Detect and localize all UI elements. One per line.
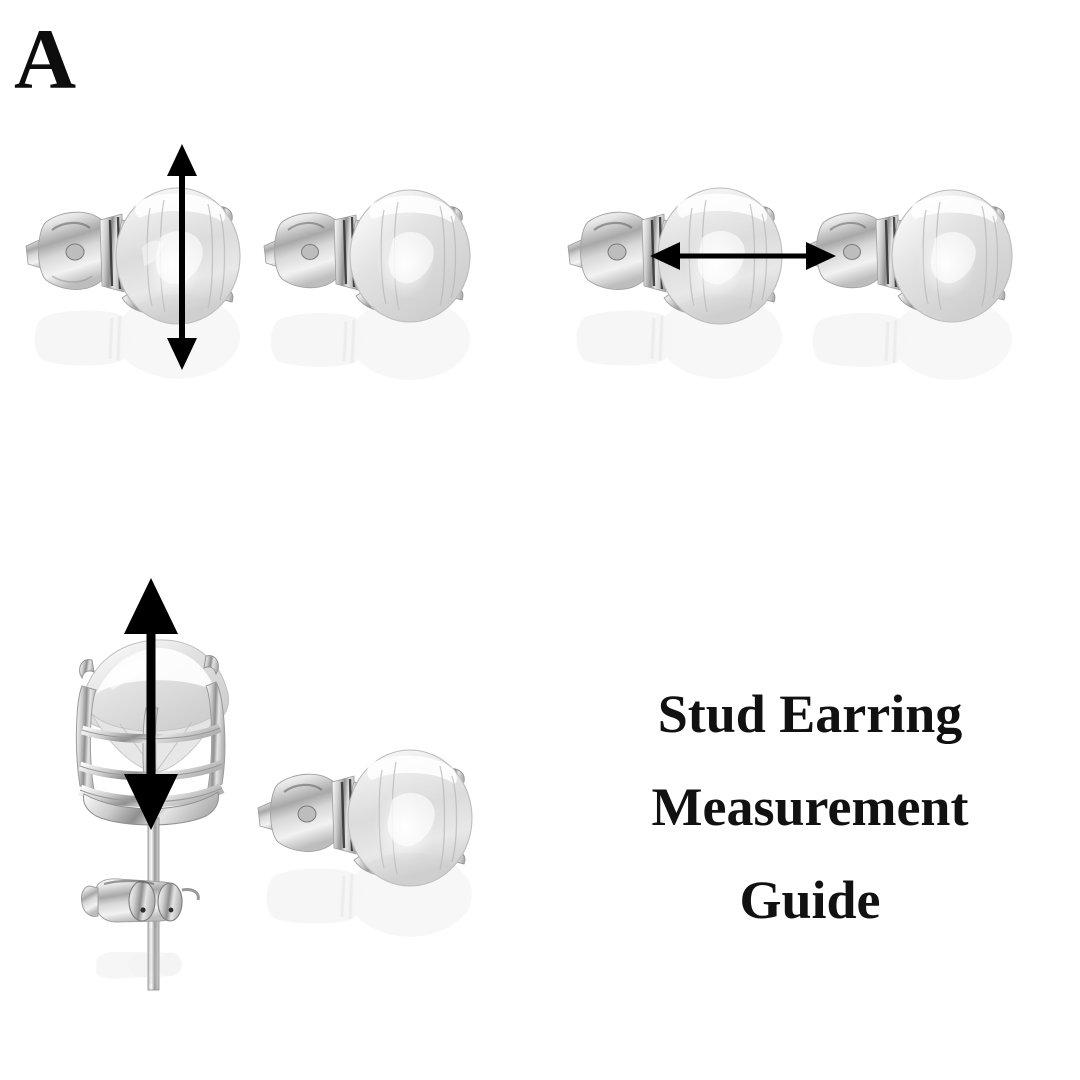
earring-front-right-c <box>257 749 473 887</box>
depth-arrow-c <box>124 578 178 830</box>
earring-front-left-b <box>567 187 783 325</box>
earring-front-left-a <box>25 187 241 325</box>
panel-label-a: A <box>14 11 77 107</box>
guide-title: Stud Earring Measurement Guide <box>560 668 1060 947</box>
earring-side-profile-c <box>75 639 229 991</box>
panel-a-height: A <box>0 0 540 540</box>
panel-b-width: B <box>540 0 1080 540</box>
title-line-3: Guide <box>739 870 881 930</box>
title-line-1: Stud Earring <box>657 684 963 744</box>
height-arrow-a <box>167 144 197 370</box>
earring-front-right-b <box>805 189 1013 323</box>
title-line-2: Measurement <box>651 777 969 837</box>
panel-c-depth: C <box>0 540 540 1080</box>
earring-front-right-a <box>263 189 471 323</box>
width-arrow-b <box>650 242 836 270</box>
